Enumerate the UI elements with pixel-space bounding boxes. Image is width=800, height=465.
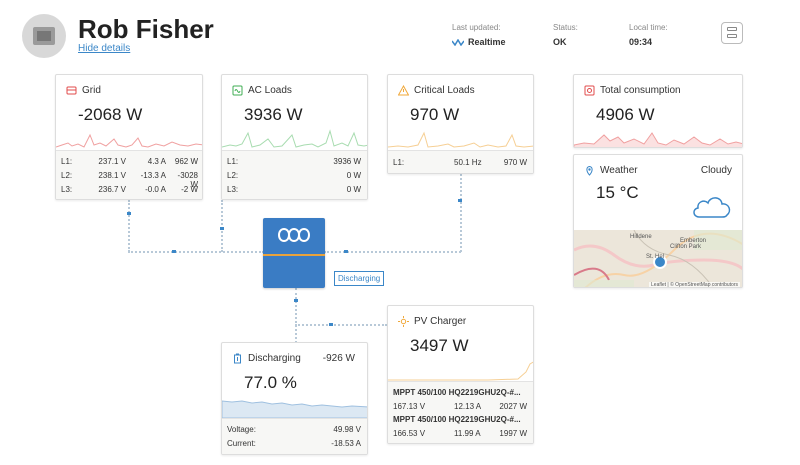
battery-sparkline xyxy=(222,400,367,418)
inverter[interactable] xyxy=(263,218,325,288)
grid-icon xyxy=(66,86,77,95)
ac-row-l2: L2: 0 W xyxy=(227,171,361,180)
grid-row-l2: L2: 238.1 V -13.3 A -3028 W xyxy=(61,171,198,189)
ac-loads-title: AC Loads xyxy=(248,85,292,96)
critical-row-l1: L1: 50.1 Hz 970 W xyxy=(393,158,527,167)
hide-details-link[interactable]: Hide details xyxy=(78,43,131,54)
realtime-icon xyxy=(452,39,464,47)
status: Status: OK xyxy=(553,23,578,47)
grid-title: Grid xyxy=(82,85,101,96)
battery-soc: 77.0 % xyxy=(244,373,297,392)
pv-charger-power: 3497 W xyxy=(410,336,469,355)
battery-card[interactable]: Discharging -926 W 77.0 % Voltage: 49.98… xyxy=(221,342,368,455)
total-consumption-title: Total consumption xyxy=(600,85,681,96)
grid-row-l1: L1: 237.1 V 4.3 A 962 W xyxy=(61,157,198,166)
map-attribution[interactable]: Leaflet | © OpenStreetMap contributors xyxy=(649,282,740,288)
location-map[interactable]: Hilldene Emberton Clifton Park St. Hel L… xyxy=(574,230,742,288)
server-icon xyxy=(727,27,737,31)
total-consumption-power: 4906 W xyxy=(596,105,655,124)
pv-charger-1-values: 167.13 V 12.13 A 2027 W xyxy=(393,402,527,411)
ac-loads-icon xyxy=(232,85,243,96)
grid-sparkline xyxy=(56,133,202,148)
battery-power: -926 W xyxy=(322,353,355,364)
ac-row-l3: L3: 0 W xyxy=(227,185,361,194)
ac-loads-power: 3936 W xyxy=(244,105,303,124)
last-updated-value: Realtime xyxy=(468,37,506,47)
last-updated-label: Last updated: xyxy=(452,23,501,32)
site-avatar xyxy=(22,14,66,58)
status-label: Status: xyxy=(553,23,578,32)
weather-temp: 15 °C xyxy=(596,183,639,202)
page-title: Rob Fisher xyxy=(78,14,214,44)
critical-loads-sparkline xyxy=(388,131,533,148)
map-label-st-hel: St. Hel xyxy=(646,254,665,260)
critical-loads-title: Critical Loads xyxy=(414,85,475,96)
last-updated: Last updated: Realtime xyxy=(452,23,506,47)
pv-charger-title: PV Charger xyxy=(414,316,467,327)
victron-logo-icon xyxy=(278,228,310,242)
status-value: OK xyxy=(553,37,567,47)
sun-icon xyxy=(398,316,409,327)
ac-loads-sparkline xyxy=(222,129,367,148)
inverter-state-badge: Discharging xyxy=(334,271,385,286)
map-label-emberton: Emberton xyxy=(680,238,707,244)
pv-charger-sparkline xyxy=(388,361,533,381)
battery-title: Discharging xyxy=(248,353,301,364)
weather-title: Weather xyxy=(600,165,638,176)
local-time: Local time: 09:34 xyxy=(629,23,668,47)
map-label-clifton-park: Clifton Park xyxy=(670,244,702,250)
pv-charger-1-name: MPPT 450/100 HQ2219GHU2Q-#... xyxy=(393,388,521,397)
battery-icon xyxy=(234,353,241,364)
local-time-value: 09:34 xyxy=(629,37,653,47)
pv-charger-card[interactable]: PV Charger 3497 W MPPT 450/100 HQ2219GHU… xyxy=(387,305,534,444)
warning-icon xyxy=(398,85,409,96)
battery-voltage-row: Voltage: 49.98 V xyxy=(227,425,361,434)
cloud-icon xyxy=(693,197,731,218)
critical-loads-power: 970 W xyxy=(410,105,460,124)
weather-card[interactable]: Weather Cloudy 15 °C Hilldene Emberton C… xyxy=(573,154,743,288)
battery-current-row: Current: -18.53 A xyxy=(227,439,361,448)
consumption-icon xyxy=(584,85,595,96)
device-list-button[interactable] xyxy=(721,22,743,44)
location-pin-icon xyxy=(586,165,593,176)
device-icon xyxy=(33,27,55,45)
pv-charger-2-name: MPPT 450/100 HQ2219GHU2Q-#... xyxy=(393,415,521,424)
map-label-hillsdene: Hilldene xyxy=(630,234,652,240)
weather-condition: Cloudy xyxy=(700,165,732,176)
grid-power: -2068 W xyxy=(78,105,143,124)
total-consumption-sparkline xyxy=(574,132,742,147)
pv-charger-2-values: 166.53 V 11.99 A 1997 W xyxy=(393,429,527,438)
ac-row-l1: L1: 3936 W xyxy=(227,157,361,166)
local-time-label: Local time: xyxy=(629,23,668,32)
ac-loads-card[interactable]: AC Loads 3936 W L1: 3936 W L2: 0 W L3: 0… xyxy=(221,74,368,200)
total-consumption-card[interactable]: Total consumption 4906 W xyxy=(573,74,743,148)
grid-card[interactable]: Grid -2068 W L1: 237.1 V 4.3 A 962 W L2:… xyxy=(55,74,203,200)
grid-row-l3: L3: 236.7 V -0.0 A -2 W xyxy=(61,185,198,194)
critical-loads-card[interactable]: Critical Loads 970 W L1: 50.1 Hz 970 W xyxy=(387,74,534,174)
